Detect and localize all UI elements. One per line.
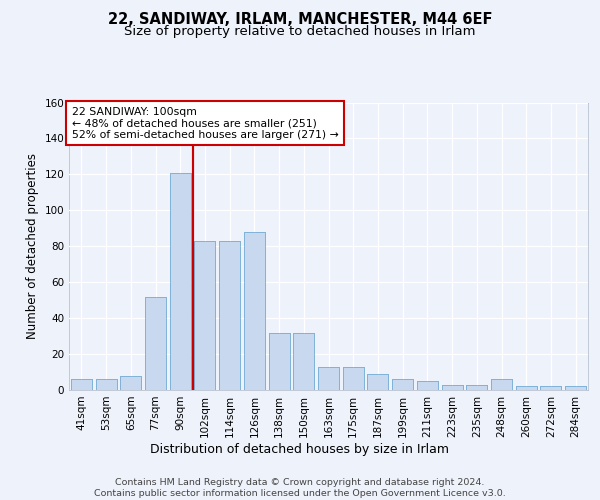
Bar — [491, 379, 512, 390]
Bar — [120, 376, 141, 390]
Bar — [194, 241, 215, 390]
Bar — [442, 384, 463, 390]
Bar — [466, 384, 487, 390]
Bar — [442, 384, 463, 390]
Bar — [244, 232, 265, 390]
Y-axis label: Number of detached properties: Number of detached properties — [26, 153, 39, 340]
Text: Contains HM Land Registry data © Crown copyright and database right 2024.
Contai: Contains HM Land Registry data © Crown c… — [94, 478, 506, 498]
Bar — [417, 381, 438, 390]
Bar — [95, 379, 116, 390]
Bar — [145, 296, 166, 390]
Bar — [120, 376, 141, 390]
Bar — [541, 386, 562, 390]
Bar — [71, 379, 92, 390]
Bar — [367, 374, 388, 390]
Bar — [318, 366, 339, 390]
Bar — [269, 332, 290, 390]
Bar — [170, 172, 191, 390]
Bar — [516, 386, 537, 390]
Bar — [417, 381, 438, 390]
Bar — [244, 232, 265, 390]
Bar — [293, 332, 314, 390]
Bar — [269, 332, 290, 390]
Bar — [565, 386, 586, 390]
Text: Distribution of detached houses by size in Irlam: Distribution of detached houses by size … — [151, 442, 449, 456]
Bar — [219, 241, 240, 390]
Bar — [541, 386, 562, 390]
Bar — [71, 379, 92, 390]
Bar — [392, 379, 413, 390]
Bar — [194, 241, 215, 390]
Bar — [145, 296, 166, 390]
Bar — [170, 172, 191, 390]
Bar — [95, 379, 116, 390]
Text: Size of property relative to detached houses in Irlam: Size of property relative to detached ho… — [124, 25, 476, 38]
Bar — [516, 386, 537, 390]
Bar — [219, 241, 240, 390]
Bar — [565, 386, 586, 390]
Bar — [343, 366, 364, 390]
Bar — [343, 366, 364, 390]
Text: 22, SANDIWAY, IRLAM, MANCHESTER, M44 6EF: 22, SANDIWAY, IRLAM, MANCHESTER, M44 6EF — [108, 12, 492, 28]
Bar — [367, 374, 388, 390]
Bar — [466, 384, 487, 390]
Text: 22 SANDIWAY: 100sqm
← 48% of detached houses are smaller (251)
52% of semi-detac: 22 SANDIWAY: 100sqm ← 48% of detached ho… — [71, 107, 338, 140]
Bar — [293, 332, 314, 390]
Bar — [318, 366, 339, 390]
Bar — [491, 379, 512, 390]
Bar — [392, 379, 413, 390]
